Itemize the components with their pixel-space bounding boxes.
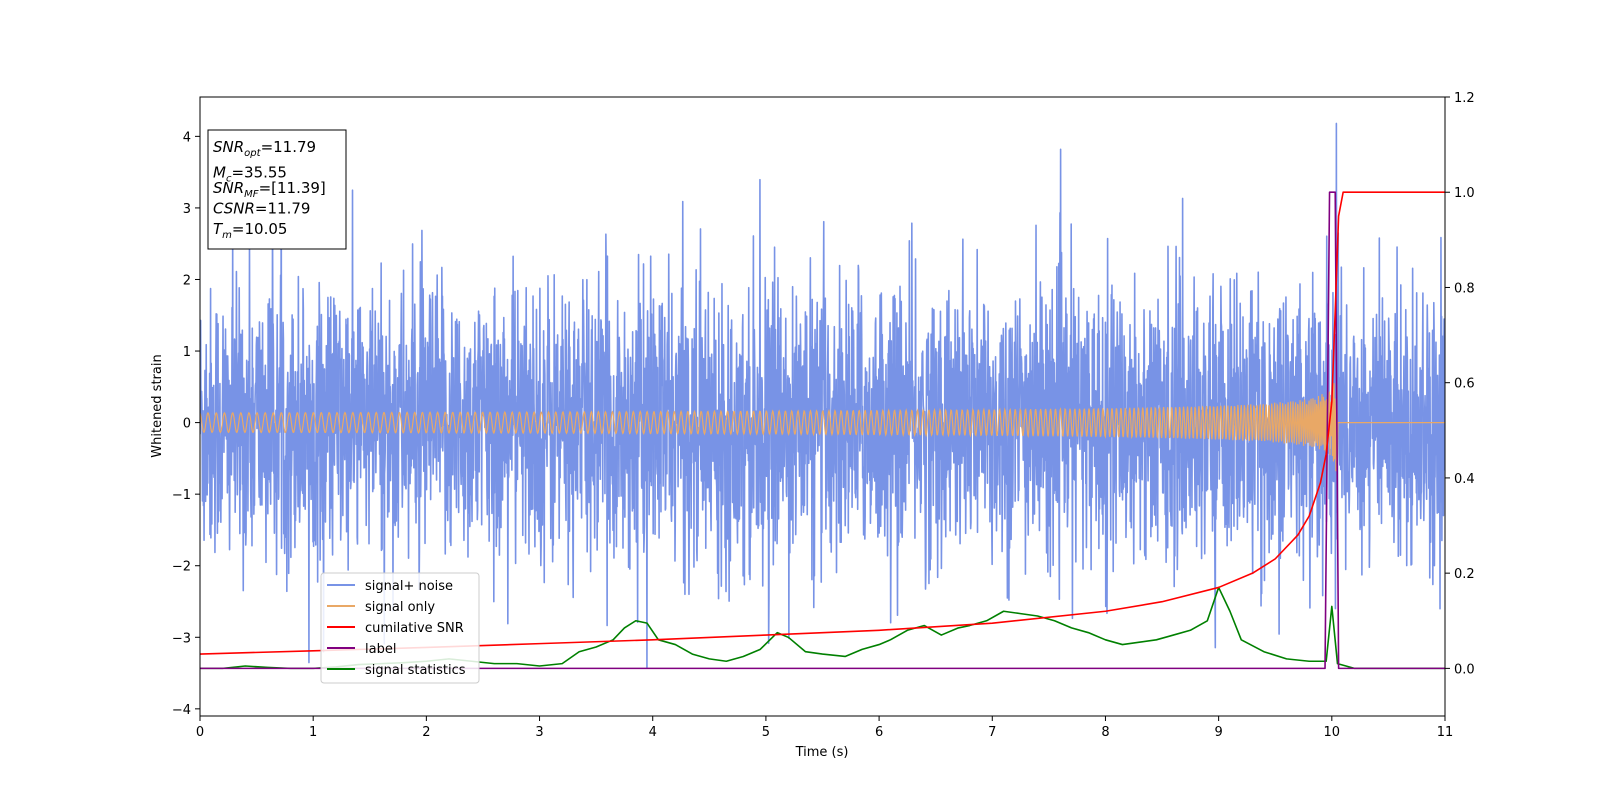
annotation-frame — [207, 129, 347, 250]
y-tick-label: −2 — [172, 560, 191, 575]
x-tick-label: 7 — [988, 725, 996, 740]
x-tick-label: 1 — [309, 725, 317, 740]
info-annotation-box: SNRopt=11.79 Mc=35.55SNRMF=[11.39]CSNR=11… — [207, 129, 347, 250]
x-tick-label: 5 — [762, 725, 770, 740]
x-tick-label: 3 — [535, 725, 543, 740]
y-tick-label: 4 — [183, 130, 191, 145]
x-tick-label: 11 — [1437, 725, 1454, 740]
x-tick-label: 0 — [196, 725, 204, 740]
annotation-line: SNRopt=11.79 — [213, 138, 316, 159]
y2-tick-label: 0.0 — [1454, 662, 1475, 677]
y2-tick-label: 1.0 — [1454, 186, 1475, 201]
y-tick-label: −4 — [172, 703, 191, 718]
series-cumulative-snr-line — [200, 191, 1445, 655]
y-tick-label: 1 — [183, 345, 191, 360]
y2-tick-label: 0.8 — [1454, 281, 1475, 296]
y2-tick-label: 0.2 — [1454, 567, 1475, 582]
y-tick-label: 0 — [183, 417, 191, 432]
legend-frame — [320, 572, 480, 684]
y2-tick-label: 0.4 — [1454, 472, 1475, 487]
x-tick-label: 2 — [422, 725, 430, 740]
plot-frame — [199, 96, 1446, 717]
annotation-line: Mc=35.55 — [213, 164, 287, 185]
legend-label: cumilative SNR — [365, 621, 464, 636]
annotation-line: SNRMF=[11.39] — [213, 179, 326, 200]
x-tick-label: 6 — [875, 725, 883, 740]
x-axis-label: Time (s) — [795, 745, 849, 760]
x-tick-label: 4 — [649, 725, 657, 740]
series-signal-noise-line — [200, 122, 1445, 669]
x-tick-label: 10 — [1324, 725, 1341, 740]
y-tick-label: −1 — [172, 488, 191, 503]
y-axis-right: 0.0 0.2 0.4 0.6 0.8 1.0 1.2 — [1445, 91, 1475, 677]
legend-label: signal+ noise — [365, 579, 453, 594]
series-label-line — [200, 191, 1445, 670]
series-signal-only-line — [200, 383, 1445, 472]
y-axis-label: Whitened strain — [150, 354, 165, 457]
legend: signal+ noise signal only cumilative SNR la… — [320, 572, 480, 684]
y2-tick-label: 0.6 — [1454, 377, 1475, 392]
y-tick-label: −3 — [172, 631, 191, 646]
y-axis-left: −4 −3 −2 −1 0 1 2 3 4 — [172, 130, 200, 718]
x-axis: 0 1 2 3 4 5 6 7 8 9 10 11 — [196, 716, 1453, 740]
legend-label: signal statistics — [365, 663, 466, 678]
x-tick-label: 8 — [1101, 725, 1109, 740]
legend-label: label — [365, 642, 396, 657]
x-tick-label: 9 — [1214, 725, 1222, 740]
y-tick-label: 2 — [183, 273, 191, 288]
annotation-line: Tm=10.05 — [213, 220, 287, 241]
annotation-line: CSNR=11.79 — [213, 200, 310, 218]
y2-tick-label: 1.2 — [1454, 91, 1475, 106]
y-tick-label: 3 — [183, 202, 191, 217]
legend-label: signal only — [365, 600, 435, 615]
